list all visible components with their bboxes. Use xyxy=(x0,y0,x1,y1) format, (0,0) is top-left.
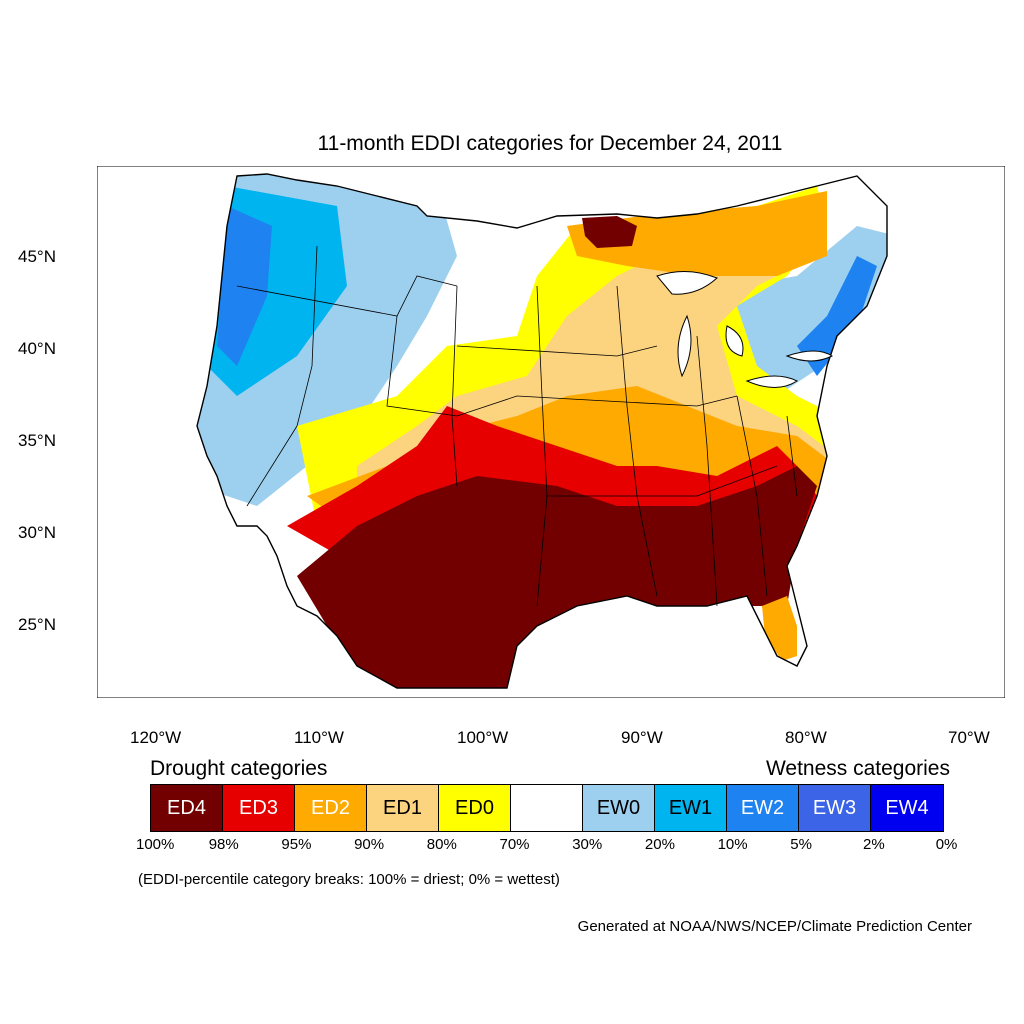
wet-region-coast xyxy=(217,206,272,366)
break-label: 70% xyxy=(499,836,530,853)
eddi-map xyxy=(97,166,1005,698)
great-lakes xyxy=(656,271,833,388)
lat-label-40: 40°N xyxy=(18,339,56,358)
lon-label-110: 110°W xyxy=(294,728,344,747)
wet-region-northeast-core xyxy=(797,256,877,376)
ed3-florida xyxy=(762,596,797,661)
lat-label-45: 45°N xyxy=(18,247,56,266)
legend-swatch-normal xyxy=(511,785,583,831)
break-label: 80% xyxy=(426,836,457,853)
legend-swatch-ed4: ED4 xyxy=(151,785,223,831)
lon-label-120: 120°W xyxy=(130,728,182,747)
state-borders xyxy=(236,245,798,607)
break-label: 10% xyxy=(717,836,748,853)
legend-swatch-ed1: ED1 xyxy=(367,785,439,831)
break-label: 0% xyxy=(935,836,958,853)
legend-swatch-ew1: EW1 xyxy=(655,785,727,831)
break-label: 2% xyxy=(863,836,885,853)
eddi-shading xyxy=(197,174,887,688)
legend-swatch-ew3: EW3 xyxy=(799,785,871,831)
ed4-north xyxy=(582,216,637,248)
category-legend: ED4 ED3 ED2 ED1 ED0 EW0 EW1 EW2 EW3 EW4 xyxy=(150,784,944,832)
wetness-heading: Wetness categories xyxy=(765,757,950,780)
lon-label-90: 90°W xyxy=(621,728,663,747)
category-note: (EDDI-percentile category breaks: 100% =… xyxy=(138,871,560,888)
break-label: 30% xyxy=(572,836,603,853)
legend-swatch-ew2: EW2 xyxy=(727,785,799,831)
lat-label-35: 35°N xyxy=(18,431,56,450)
credit-line: Generated at NOAA/NWS/NCEP/Climate Predi… xyxy=(577,918,972,935)
break-label: 98% xyxy=(208,836,239,853)
break-label: 20% xyxy=(644,836,675,853)
legend-swatch-ed3: ED3 xyxy=(223,785,295,831)
ed2-north xyxy=(567,191,827,276)
legend-swatch-ed0: ED0 xyxy=(439,785,511,831)
map-title: 11-month EDDI categories for December 24… xyxy=(317,132,783,155)
lon-label-80: 80°W xyxy=(785,728,827,747)
drought-heading: Drought categories xyxy=(150,757,328,780)
break-label: 90% xyxy=(354,836,385,853)
legend-swatch-ed2: ED2 xyxy=(295,785,367,831)
break-label: 95% xyxy=(281,836,312,853)
break-label: 5% xyxy=(790,836,812,853)
legend-swatch-ew4: EW4 xyxy=(871,785,943,831)
lat-label-25: 25°N xyxy=(18,615,56,634)
lat-label-30: 30°N xyxy=(18,523,56,542)
legend-swatch-ew0: EW0 xyxy=(583,785,655,831)
lon-label-70: 70°W xyxy=(948,728,990,747)
ed4-core xyxy=(297,466,817,688)
lon-label-100: 100°W xyxy=(457,728,509,747)
break-label: 100% xyxy=(136,836,175,853)
